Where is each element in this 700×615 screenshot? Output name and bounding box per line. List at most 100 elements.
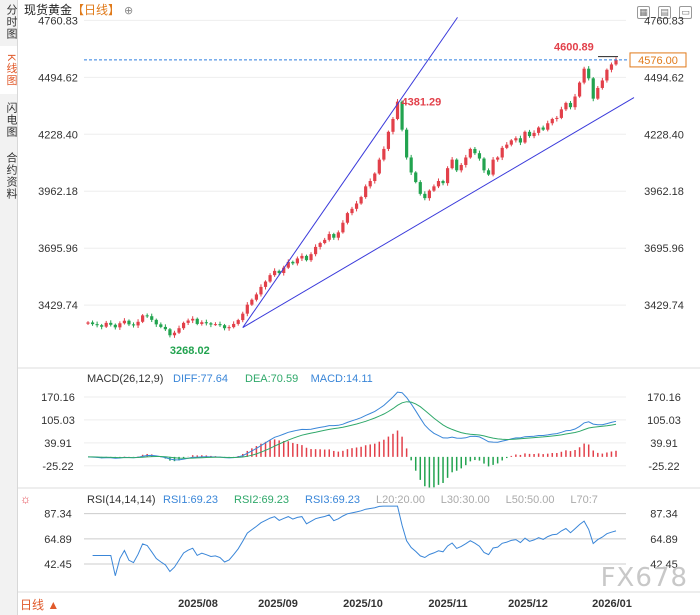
tab-kline-label: K线图	[5, 53, 17, 87]
candle-body	[450, 159, 454, 169]
macd-legend-item: DEA:70.59	[245, 373, 298, 385]
candle-body	[131, 324, 136, 326]
toolbar: ▦ ▤ ▭	[629, 2, 692, 20]
candle-body	[218, 324, 222, 326]
period-selector[interactable]: 日线 ▲	[20, 598, 60, 612]
candle-body	[477, 153, 482, 159]
candle-body	[555, 117, 559, 119]
candle-body	[250, 299, 254, 305]
tab-contract-info[interactable]: 合约资料	[0, 146, 17, 206]
candle-body	[309, 254, 313, 261]
candle-body	[577, 82, 582, 97]
rsi-legend-item: L20:20.00	[376, 494, 425, 506]
candle-body	[564, 102, 568, 110]
macd-legend-item: MACD:14.11	[311, 373, 373, 385]
period-label[interactable]: 【日线】	[72, 3, 121, 17]
candle-body	[295, 258, 299, 264]
candle-body	[186, 320, 190, 323]
annotation-high: 4600.89	[554, 42, 594, 54]
macd-dea-line	[88, 401, 617, 459]
rsi-label: RSI(14,14,14)	[87, 494, 155, 506]
rsi-tick-right: 64.89	[650, 534, 678, 546]
rsi-tick-left: 87.34	[44, 509, 72, 521]
rsi-legend-item: L70:7	[570, 494, 598, 506]
candle-body	[154, 319, 158, 325]
minimize-icon[interactable]: ▭	[679, 6, 692, 19]
candle-body	[291, 261, 295, 264]
candle-body	[150, 316, 154, 320]
y-tick-label-left: 3429.74	[38, 300, 78, 312]
main-y-axis: 4760.83 4760.83 4494.62 4494.62 4228.40 4228.…	[38, 15, 684, 312]
current-price-label: 4576.00	[638, 55, 678, 67]
annotation-mid-high: 4381.29	[402, 97, 442, 109]
rsi-line	[92, 505, 617, 576]
candle-body	[222, 325, 227, 329]
tab-timeshare[interactable]: 分时图	[0, 0, 17, 44]
candle-body	[195, 318, 199, 324]
candle-body	[118, 323, 122, 328]
candle-body	[159, 324, 163, 327]
candle-body	[86, 322, 90, 324]
tab-flash-label: 闪电图	[5, 102, 17, 138]
candle-body	[596, 87, 600, 99]
candle-body	[541, 127, 545, 130]
macd-tick-left: 105.03	[41, 415, 75, 427]
y-tick-label-right: 3695.96	[644, 243, 684, 255]
rsi-tick-left: 42.45	[44, 559, 72, 571]
candle-body	[587, 68, 591, 79]
candle-body	[364, 186, 368, 198]
gear-icon[interactable]: ⊕	[124, 5, 134, 17]
candle-body	[486, 170, 491, 175]
candle-body	[209, 323, 213, 325]
candle-body	[473, 148, 477, 154]
macd-panel: MACD(26,12,9) DIFF:77.64 DEA:70.59 MACD:14.…	[18, 367, 700, 488]
candle-body	[377, 159, 381, 174]
macd-tick-left: 39.91	[44, 438, 72, 450]
y-tick-label-right: 4228.40	[644, 129, 684, 141]
candle-body	[386, 131, 391, 149]
candle-body	[505, 144, 509, 148]
x-tick-label: 2025/08	[178, 598, 218, 610]
macd-tick-left: -25.22	[42, 461, 73, 473]
tab-timeshare-label: 分时图	[5, 4, 17, 40]
y-tick-label-right: 3429.74	[644, 300, 684, 312]
candle-body	[313, 246, 318, 255]
candle-body	[336, 232, 340, 238]
chart-header: 现货黄金【日线】 ⊕	[24, 1, 133, 17]
candle-body	[496, 157, 500, 160]
tab-contract-info-label: 合约资料	[5, 152, 17, 200]
main-grid	[84, 19, 626, 306]
candle-body	[350, 208, 354, 214]
candle-body	[436, 181, 441, 187]
candle-body	[573, 96, 577, 108]
candle-body	[236, 320, 240, 324]
candle-body	[213, 324, 218, 326]
x-axis: 2025/08 2025/09 2025/10 2025/11 2025/12 2026/…	[18, 591, 700, 610]
candle-body	[100, 325, 104, 327]
candle-body	[113, 324, 117, 328]
grid-icon[interactable]: ▦	[637, 6, 650, 19]
candle-body	[163, 326, 167, 330]
trendline-upper	[242, 17, 458, 328]
macd-tick-left: 170.16	[41, 392, 75, 404]
candle-body	[582, 68, 586, 83]
candle-body	[459, 164, 463, 171]
rsi-tick-right: 42.45	[650, 559, 678, 571]
tab-flash[interactable]: 闪电图	[0, 96, 17, 144]
candle-body	[418, 182, 422, 194]
candle-body	[232, 323, 236, 328]
candle-body	[268, 275, 272, 282]
tab-kline[interactable]: K线图	[0, 46, 17, 94]
candle-body	[591, 78, 595, 99]
candle-body	[181, 322, 186, 329]
candle-body	[341, 222, 345, 233]
rsi-tick-right: 87.34	[650, 509, 678, 521]
layout-icon[interactable]: ▤	[658, 6, 671, 19]
candle-body	[273, 270, 277, 276]
y-tick-label-left: 4760.83	[38, 15, 78, 27]
candle-body	[122, 320, 127, 324]
sidebar: 分时图 K线图 闪电图 合约资料	[0, 0, 18, 615]
macd-tick-right: 170.16	[647, 392, 681, 404]
candle-body	[345, 213, 350, 223]
